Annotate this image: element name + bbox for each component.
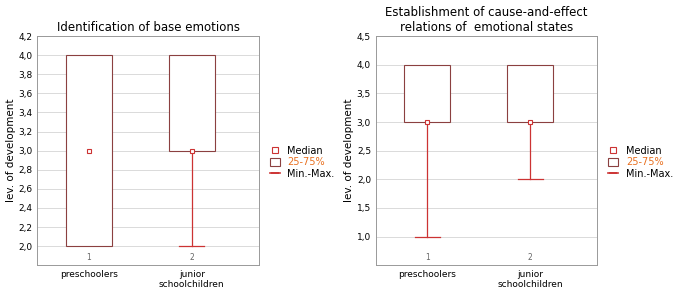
Legend: Median, 25-75%, Min.-Max.: Median, 25-75%, Min.-Max. bbox=[268, 144, 336, 181]
Bar bbox=[169, 55, 215, 151]
Text: 2: 2 bbox=[189, 253, 194, 262]
Y-axis label: lev. of development: lev. of development bbox=[344, 99, 354, 202]
Title: Establishment of cause-and-effect
relations of  emotional states: Establishment of cause-and-effect relati… bbox=[385, 6, 588, 34]
Text: 2: 2 bbox=[528, 253, 533, 262]
Title: Identification of base emotions: Identification of base emotions bbox=[57, 21, 240, 34]
Bar bbox=[66, 55, 112, 246]
Y-axis label: lev. of development: lev. of development bbox=[5, 99, 16, 202]
Legend: Median, 25-75%, Min.-Max.: Median, 25-75%, Min.-Max. bbox=[607, 144, 675, 181]
Text: 1: 1 bbox=[425, 253, 430, 262]
Bar bbox=[507, 65, 554, 122]
Text: 1: 1 bbox=[86, 253, 91, 262]
Bar bbox=[404, 65, 450, 122]
